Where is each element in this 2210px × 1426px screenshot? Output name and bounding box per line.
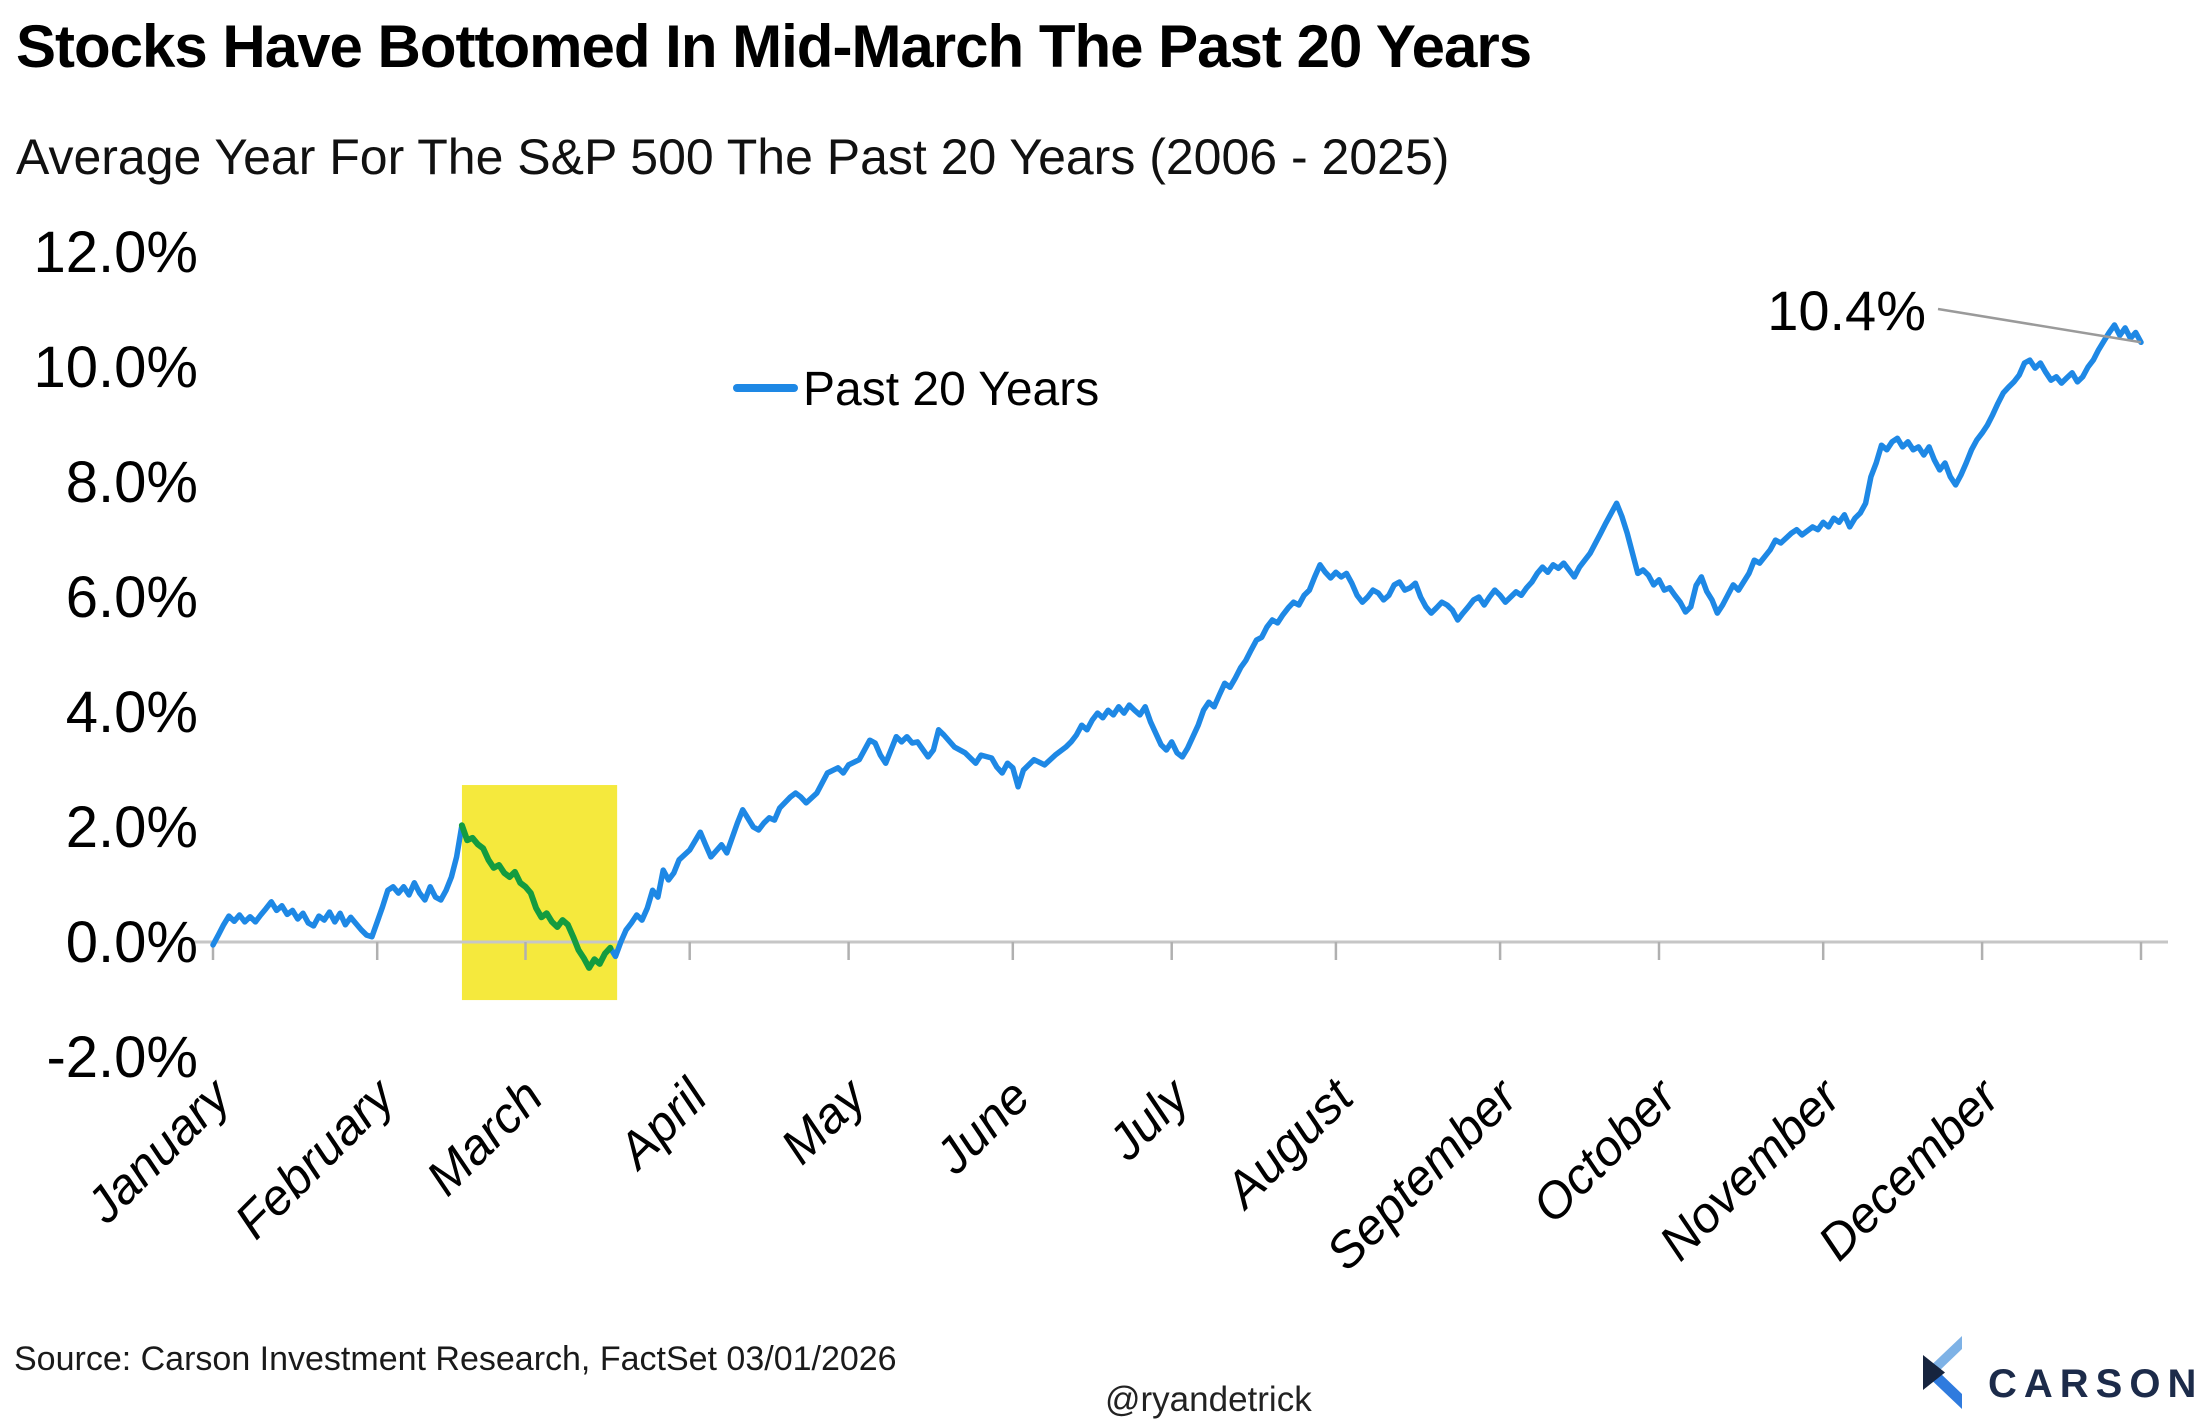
x-axis-month-label: August <box>1212 1067 1365 1220</box>
y-axis-tick-label: 12.0% <box>34 220 198 285</box>
x-axis-month-label: October <box>1521 1067 1688 1234</box>
y-axis-tick-label: 2.0% <box>66 795 198 860</box>
twitter-handle: @ryandetrick <box>1105 1380 1312 1419</box>
x-axis-month-label: January <box>75 1066 243 1234</box>
annotation-leader-line <box>1937 307 2142 344</box>
y-axis-tick-label: 10.0% <box>34 335 198 400</box>
source-credit: Source: Carson Investment Research, Fact… <box>14 1340 897 1378</box>
y-axis-tick-label: 6.0% <box>66 565 198 630</box>
x-axis-month-label: April <box>605 1067 719 1181</box>
y-axis-tick-label: 8.0% <box>66 450 198 515</box>
x-axis-month-label: May <box>770 1066 879 1175</box>
y-axis-tick-label: -2.0% <box>46 1025 198 1090</box>
x-axis-month-label: July <box>1096 1066 1201 1171</box>
carson-logo-mark-arrow <box>1923 1355 1945 1390</box>
x-axis-month-label: February <box>224 1066 407 1249</box>
february-march-decline-segment <box>458 822 614 971</box>
page-subtitle: Average Year For The S&P 500 The Past 20… <box>16 129 1450 185</box>
march-highlight-region <box>461 785 618 1001</box>
end-value-annotation: 10.4% <box>1767 279 1926 342</box>
x-axis-month-label: June <box>924 1068 1041 1185</box>
carson-logo-wordmark: CARSON <box>1988 1362 2204 1406</box>
x-axis-month-label: March <box>415 1068 553 1206</box>
legend-label: Past 20 Years <box>803 363 1099 416</box>
y-axis-tick-label: 4.0% <box>66 680 198 745</box>
page-title: Stocks Have Bottomed In Mid-March The Pa… <box>16 13 1532 80</box>
y-axis-tick-label: 0.0% <box>66 910 198 975</box>
